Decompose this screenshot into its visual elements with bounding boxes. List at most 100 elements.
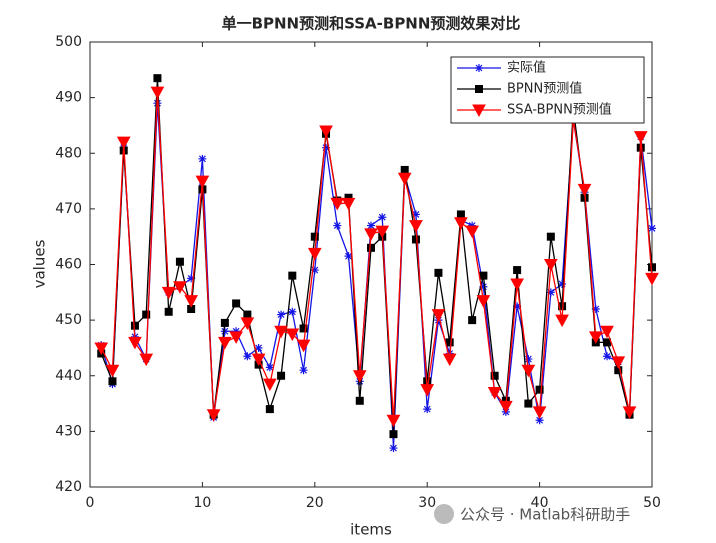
marker <box>254 343 263 352</box>
marker <box>128 336 142 350</box>
marker <box>420 384 435 397</box>
marker <box>389 430 398 439</box>
marker <box>262 378 277 392</box>
marker <box>558 279 567 288</box>
y-tick-label: 490 <box>55 90 82 106</box>
marker <box>299 324 308 333</box>
y-tick-label: 470 <box>55 201 82 217</box>
marker <box>546 288 555 297</box>
y-axis-label: values <box>31 239 49 288</box>
marker <box>645 272 659 286</box>
watermark: 公众号 · Matlab科研助手 <box>434 504 630 524</box>
x-tick-label: 40 <box>531 495 549 511</box>
marker <box>411 235 420 244</box>
series-line <box>100 78 653 435</box>
marker <box>423 405 432 414</box>
y-tick-label: 420 <box>55 479 82 495</box>
marker <box>499 400 513 414</box>
marker <box>611 356 626 369</box>
marker <box>105 364 120 378</box>
marker <box>513 302 522 311</box>
marker <box>456 210 465 219</box>
marker <box>175 257 184 266</box>
marker <box>130 321 139 330</box>
marker <box>445 338 454 347</box>
marker <box>198 154 207 163</box>
x-axis-label: items <box>350 521 392 539</box>
marker <box>330 197 345 211</box>
marker <box>490 371 499 380</box>
marker <box>229 331 243 344</box>
marker <box>251 353 266 367</box>
marker <box>108 377 117 386</box>
series <box>97 74 656 439</box>
marker <box>475 64 483 72</box>
marker <box>591 305 600 313</box>
y-tick-label: 480 <box>55 145 82 161</box>
x-tick-label: 20 <box>306 495 324 511</box>
marker <box>296 339 311 353</box>
marker <box>240 317 255 330</box>
marker <box>479 282 488 291</box>
x-tick-label: 10 <box>193 495 211 511</box>
marker <box>431 309 446 322</box>
marker <box>555 314 569 328</box>
legend-label: 实际值 <box>507 60 546 76</box>
marker <box>622 406 637 419</box>
marker <box>543 259 558 272</box>
marker <box>310 266 319 275</box>
marker <box>476 295 491 308</box>
marker <box>524 399 533 408</box>
marker <box>265 405 274 414</box>
series <box>94 86 659 428</box>
marker <box>442 353 457 367</box>
marker <box>378 213 387 222</box>
marker <box>603 352 612 361</box>
y-tick-label: 460 <box>55 257 82 273</box>
marker <box>367 221 375 230</box>
marker <box>195 175 210 189</box>
marker <box>513 266 522 275</box>
marker <box>187 274 196 283</box>
marker <box>139 353 154 367</box>
marker <box>434 268 443 277</box>
marker <box>265 363 274 372</box>
marker <box>164 307 173 316</box>
marker <box>206 409 221 422</box>
marker <box>603 338 612 347</box>
series-line <box>100 92 653 421</box>
y-tick-label: 500 <box>55 34 82 50</box>
marker <box>397 172 412 186</box>
marker <box>333 221 342 230</box>
x-tick-label: 50 <box>643 495 661 511</box>
marker <box>243 310 252 319</box>
marker <box>232 327 241 336</box>
marker <box>116 136 131 150</box>
marker <box>288 271 297 280</box>
marker <box>288 307 297 316</box>
marker <box>232 299 241 308</box>
marker <box>150 86 165 100</box>
marker <box>524 355 533 364</box>
marker <box>454 217 468 230</box>
marker <box>633 131 648 144</box>
marker <box>475 85 483 93</box>
marker <box>389 444 398 453</box>
marker <box>546 232 555 241</box>
marker <box>364 228 378 241</box>
marker <box>285 328 300 342</box>
marker <box>161 286 176 300</box>
marker <box>510 278 524 292</box>
x-tick-label: 30 <box>418 495 436 511</box>
marker <box>355 396 364 405</box>
y-tick-label: 450 <box>55 312 82 328</box>
marker <box>344 252 353 261</box>
marker <box>465 225 480 239</box>
marker <box>411 210 420 219</box>
x-tick-label: 0 <box>86 495 95 511</box>
marker <box>367 243 375 252</box>
marker <box>322 143 331 152</box>
marker <box>472 104 486 118</box>
marker <box>274 325 288 339</box>
marker <box>307 247 322 261</box>
